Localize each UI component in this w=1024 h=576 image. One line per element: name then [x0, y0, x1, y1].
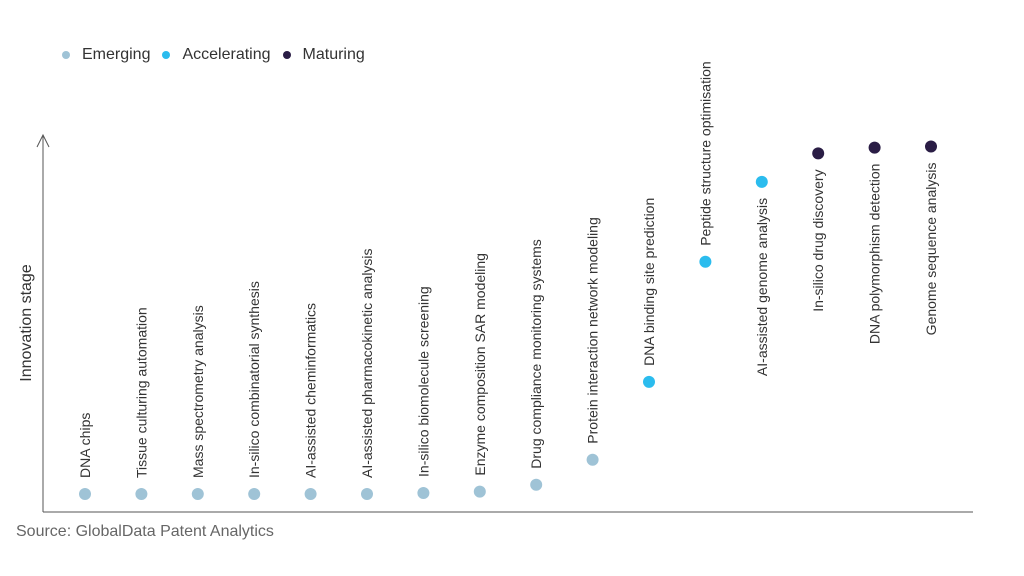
point-dna-polymorphism-detection — [868, 141, 881, 154]
point-label-dna-binding-site-prediction: DNA binding site prediction — [641, 198, 657, 366]
legend-marker-maturing — [282, 51, 291, 59]
point-label-protein-interaction-network-modeling: Protein interaction network modeling — [585, 217, 601, 443]
point-ai-assisted-cheminformatics — [304, 488, 317, 500]
point-label-dna-chips: DNA chips — [77, 413, 93, 478]
legend-marker-emerging — [62, 51, 70, 59]
point-mass-spectrometry-analysis — [191, 488, 204, 500]
y-axis-label: Innovation stage — [18, 264, 35, 382]
point-label-drug-compliance-monitoring-systems: Drug compliance monitoring systems — [528, 239, 544, 469]
point-label-ai-assisted-cheminformatics: AI-assisted cheminformatics — [303, 303, 319, 478]
legend-label-emerging: Emerging — [82, 46, 151, 63]
point-label-in-silico-combinatorial-synthesis: In-silico combinatorial synthesis — [246, 281, 262, 478]
point-protein-interaction-network-modeling — [586, 453, 599, 466]
y-axis-arrowhead — [36, 133, 50, 148]
point-label-enzyme-composition-sar-modeling: Enzyme composition SAR modeling — [472, 253, 488, 476]
point-genome-sequence-analysis — [925, 140, 937, 153]
point-dna-chips — [79, 488, 91, 500]
point-label-in-silico-biomolecule-screening: In-silico biomolecule screening — [415, 286, 431, 477]
point-label-ai-assisted-genome-analysis: AI-assisted genome analysis — [754, 198, 770, 376]
point-in-silico-biomolecule-screening — [417, 486, 430, 499]
legend-item-accelerating: Accelerating — [162, 46, 271, 64]
point-label-genome-sequence-analysis: Genome sequence analysis — [923, 163, 939, 336]
point-dna-binding-site-prediction — [643, 375, 655, 388]
point-in-silico-drug-discovery — [812, 147, 825, 160]
chart-legend: Emerging Accelerating Maturing — [62, 46, 377, 64]
point-in-silico-combinatorial-synthesis — [248, 488, 261, 500]
point-ai-assisted-genome-analysis — [755, 175, 768, 188]
legend-marker-accelerating — [162, 51, 171, 59]
legend-item-emerging: Emerging — [62, 46, 150, 64]
point-enzyme-composition-sar-modeling — [473, 485, 486, 498]
legend-label-accelerating: Accelerating — [182, 46, 271, 63]
point-label-tissue-culturing-automation: Tissue culturing automation — [133, 307, 149, 478]
point-label-dna-polymorphism-detection: DNA polymorphism detection — [867, 164, 883, 345]
source-note: Source: GlobalData Patent Analytics — [16, 523, 274, 540]
point-label-peptide-structure-optimisation: Peptide structure optimisation — [697, 61, 713, 245]
legend-label-maturing: Maturing — [302, 46, 365, 63]
point-label-in-silico-drug-discovery: In-silico drug discovery — [810, 169, 826, 311]
point-drug-compliance-monitoring-systems — [530, 478, 543, 491]
point-label-mass-spectrometry-analysis: Mass spectrometry analysis — [190, 305, 206, 478]
point-ai-assisted-pharmacokinetic-analysis — [361, 488, 373, 500]
point-peptide-structure-optimisation — [699, 255, 712, 268]
legend-item-maturing: Maturing — [282, 46, 365, 64]
point-label-ai-assisted-pharmacokinetic-analysis: AI-assisted pharmacokinetic analysis — [359, 248, 375, 478]
data-points: DNA chips Tissue culturing automation Mass… — [77, 61, 939, 500]
point-tissue-culturing-automation — [135, 488, 148, 500]
